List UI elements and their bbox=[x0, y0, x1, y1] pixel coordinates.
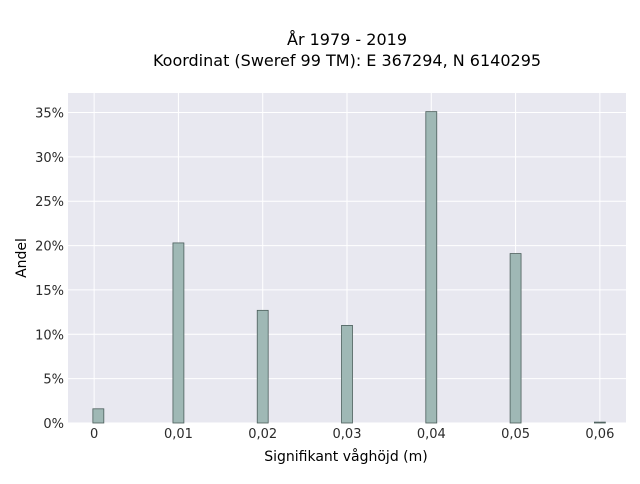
y-tick-label: 15% bbox=[35, 284, 64, 299]
histogram-bar bbox=[509, 253, 522, 424]
y-tick-label: 10% bbox=[35, 328, 64, 343]
bars bbox=[92, 111, 606, 424]
histogram-bar bbox=[341, 325, 353, 424]
histogram-bar bbox=[256, 309, 269, 424]
y-tick-label: 5% bbox=[43, 373, 64, 388]
x-tick-label: 0,04 bbox=[417, 427, 446, 442]
y-tick-label: 30% bbox=[35, 151, 64, 166]
histogram-bar bbox=[92, 408, 105, 424]
x-tick-label: 0,03 bbox=[333, 427, 362, 442]
y-tick-label: 35% bbox=[35, 107, 64, 122]
y-tick-label: 25% bbox=[35, 195, 64, 210]
x-axis-label: Signifikant våghöjd (m) bbox=[264, 448, 427, 465]
x-tick-label: 0,02 bbox=[248, 427, 277, 442]
histogram-bar bbox=[425, 111, 438, 424]
histogram-bar bbox=[593, 421, 606, 424]
y-axis-ticks: 0% 5% 10% 15% 20% 25% 30% 35% bbox=[35, 107, 64, 432]
chart-title: År 1979 - 2019 Koordinat (Sweref 99 TM):… bbox=[153, 30, 541, 70]
x-tick-label: 0,05 bbox=[501, 427, 530, 442]
y-axis-label: Andel bbox=[14, 238, 30, 278]
y-tick-label: 20% bbox=[35, 240, 64, 255]
y-tick-label: 0% bbox=[43, 417, 64, 432]
x-tick-label: 0,01 bbox=[164, 427, 193, 442]
chart-title-line-1: År 1979 - 2019 bbox=[287, 30, 407, 49]
x-tick-label: 0,06 bbox=[585, 427, 614, 442]
chart-title-line-2: Koordinat (Sweref 99 TM): E 367294, N 61… bbox=[153, 51, 541, 70]
histogram-bar bbox=[172, 242, 185, 424]
x-axis-ticks: 0 0,01 0,02 0,03 0,04 0,05 0,06 bbox=[90, 427, 614, 442]
x-tick-label: 0 bbox=[90, 427, 98, 442]
